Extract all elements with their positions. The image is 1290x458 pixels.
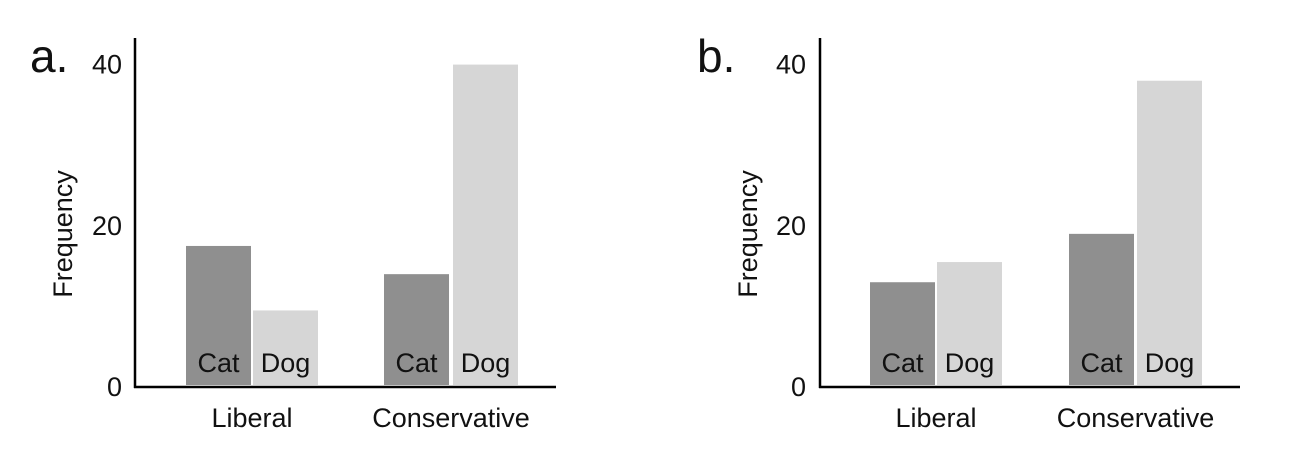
panel-label: a. (30, 30, 68, 82)
y-tick-label: 20 (776, 211, 806, 241)
chart-panel-a: a. Cat Dog Liberal Cat Dog Conservative 0 20 40 Fr… (30, 30, 556, 433)
bar-cat-liberal (186, 245, 251, 385)
bar-label: Cat (395, 348, 438, 378)
y-tick-label: 0 (791, 372, 806, 402)
chart-panel-b: b. Cat Dog Liberal Cat Dog Conservative 0 20 40 Fr… (697, 30, 1240, 433)
bar-label: Cat (1080, 348, 1123, 378)
panel-label: b. (697, 30, 735, 82)
bar-label: Cat (197, 348, 240, 378)
bar-dog-liberal (937, 262, 1002, 385)
x-tick-label: Liberal (895, 403, 976, 433)
x-tick-label: Conservative (372, 403, 530, 433)
bar-label: Cat (881, 348, 924, 378)
y-axis-label: Frequency (48, 170, 78, 298)
bar-dog-conservative (453, 64, 518, 385)
y-tick-label: 40 (92, 50, 122, 80)
x-tick-label: Liberal (211, 403, 292, 433)
bar-cat-conservative (384, 274, 449, 385)
bar-label: Dog (945, 348, 995, 378)
bar-dog-conservative (1137, 80, 1202, 385)
x-tick-label: Conservative (1057, 403, 1215, 433)
bar-cat-conservative (1069, 233, 1134, 385)
bar-cat-liberal (870, 282, 935, 385)
bar-label: Dog (1145, 348, 1195, 378)
bar-dog-liberal (253, 310, 318, 385)
y-tick-label: 40 (776, 50, 806, 80)
bar-label: Dog (261, 348, 311, 378)
bar-label: Dog (461, 348, 511, 378)
y-axis-label: Frequency (733, 170, 763, 298)
y-tick-label: 0 (107, 372, 122, 402)
y-tick-label: 20 (92, 211, 122, 241)
